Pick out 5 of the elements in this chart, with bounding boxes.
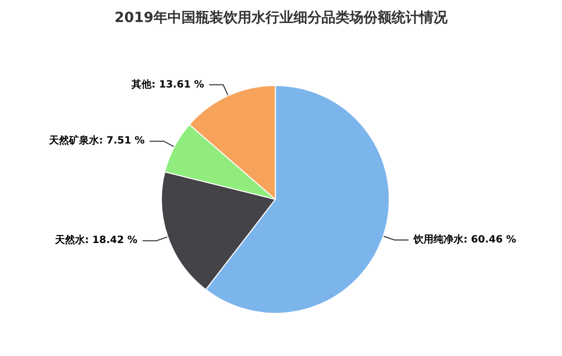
chart-title: 2019年中国瓶装饮用水行业细分品类场份额统计情况	[114, 9, 448, 26]
slice-label: 天然矿泉水: 7.51 %	[48, 134, 145, 147]
slice-label: 天然水: 18.42 %	[54, 234, 138, 246]
slice-label: 其他: 13.61 %	[130, 78, 204, 90]
slice-label: 饮用纯净水: 60.46 %	[412, 234, 516, 246]
